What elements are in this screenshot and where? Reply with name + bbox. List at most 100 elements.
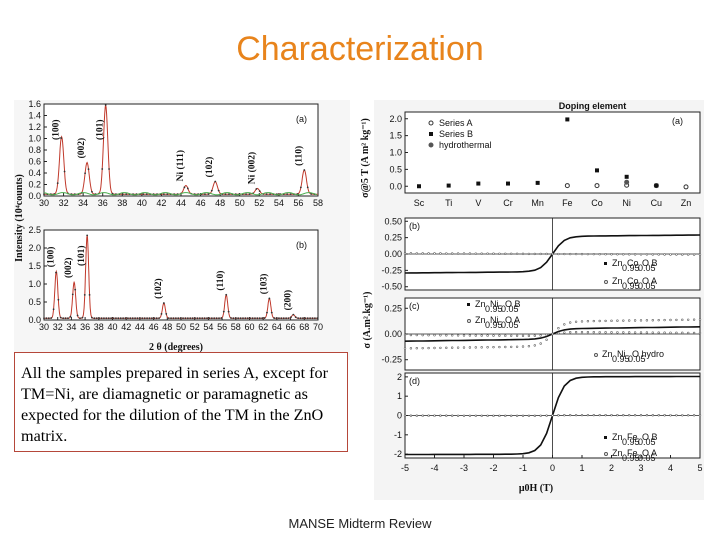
- xrd-point: [303, 169, 306, 171]
- xrd-point: [198, 317, 201, 320]
- chart-title: Doping element: [559, 101, 627, 111]
- x-tick-label: 62: [258, 322, 268, 332]
- xrd-point: [239, 317, 242, 320]
- hysteresis-point: [427, 414, 430, 417]
- xrd-point: [208, 317, 211, 320]
- hysteresis-point: [663, 253, 666, 256]
- xrd-point: [104, 104, 107, 106]
- hysteresis-point: [551, 414, 554, 417]
- xrd-point: [255, 188, 258, 190]
- xrd-point: [88, 293, 91, 296]
- xrd-point: [203, 317, 206, 320]
- legend-label: Zn: [612, 448, 623, 458]
- hysteresis-point: [663, 414, 666, 417]
- xrd-point: [265, 193, 268, 196]
- hysteresis-point: [645, 331, 649, 334]
- peak-label: Ni (111): [175, 150, 186, 181]
- x-tick-label: 50: [176, 322, 186, 332]
- hysteresis-point: [480, 334, 483, 337]
- hysteresis-point: [633, 331, 637, 334]
- hysteresis-point: [545, 333, 548, 337]
- hysteresis-point: [669, 331, 672, 334]
- hysteresis-point: [675, 414, 678, 417]
- panel-label: (d): [409, 376, 420, 386]
- y-tick-label: -0.25: [381, 355, 402, 365]
- legend-marker: [428, 142, 434, 148]
- category-label: Zn: [681, 198, 692, 208]
- hysteresis-point: [515, 252, 519, 256]
- hysteresis-point: [639, 253, 643, 256]
- x-tick-label: 52: [190, 322, 200, 332]
- xrd-point: [225, 293, 228, 296]
- panel-label: (b): [409, 221, 420, 231]
- xrd-point: [196, 317, 199, 320]
- hysteresis-point: [515, 334, 519, 338]
- peak-label: (103): [258, 274, 269, 295]
- hysteresis-point: [669, 253, 672, 256]
- xrd-point: [124, 317, 127, 320]
- xrd-point: [162, 193, 165, 196]
- xrd-point: [290, 316, 292, 319]
- y-tick-label: 0.25: [384, 303, 402, 313]
- peak-label: (102): [153, 278, 164, 299]
- hysteresis-point: [521, 414, 525, 418]
- hysteresis-point: [439, 414, 442, 417]
- xrd-point: [299, 317, 302, 320]
- y-tick-label: 1.5: [28, 261, 41, 271]
- x-tick-label: 30: [39, 198, 49, 208]
- hysteresis-point: [545, 414, 548, 417]
- legend-label: O A: [505, 315, 520, 325]
- legend-label: Ni: [490, 299, 499, 309]
- hysteresis-point: [598, 319, 601, 323]
- hysteresis-point: [468, 414, 472, 417]
- x-tick-label: 38: [117, 198, 127, 208]
- hysteresis-point: [445, 334, 448, 337]
- hysteresis-point: [622, 319, 625, 322]
- hysteresis-point: [651, 414, 654, 417]
- hysteresis-point: [692, 331, 696, 335]
- xrd-point: [153, 317, 156, 320]
- x-tick-label: 46: [149, 322, 159, 332]
- xrd-point: [107, 317, 110, 320]
- hysteresis-point: [451, 252, 454, 255]
- xrd-point: [304, 317, 307, 320]
- xrd-point: [306, 317, 309, 320]
- hysteresis-point: [439, 346, 442, 350]
- hysteresis-point: [651, 253, 654, 256]
- hysteresis-point: [492, 414, 495, 418]
- x-tick-label: 58: [313, 198, 323, 208]
- hysteresis-point: [557, 252, 560, 256]
- hysteresis-point: [462, 346, 466, 349]
- hysteresis-point: [403, 347, 407, 350]
- hysteresis-point: [592, 331, 595, 334]
- xrd-point: [127, 317, 129, 320]
- hysteresis-point: [574, 413, 578, 417]
- xrd-point: [189, 317, 192, 320]
- x-tick-label: 58: [231, 322, 241, 332]
- hysteresis-point: [692, 253, 696, 256]
- hysteresis-point: [456, 346, 460, 349]
- hysteresis-point: [557, 414, 560, 417]
- hysteresis-point: [468, 346, 472, 349]
- xrd-point: [95, 317, 98, 320]
- plot-frame: [404, 111, 701, 194]
- xrd-point: [207, 193, 210, 195]
- xrd-point: [45, 317, 48, 320]
- legend-subscript: 0.95: [622, 437, 640, 447]
- xrd-panel-a: 30 32 34 36 38 40 42 44 46 48 50 52 54 56 580.00.20.40…: [28, 99, 323, 208]
- legend-subscript: 0.95: [622, 453, 640, 463]
- hysteresis-point: [527, 345, 531, 348]
- xrd-point: [224, 193, 227, 196]
- y-tick-label: -1: [394, 430, 402, 440]
- hysteresis-point: [462, 334, 466, 337]
- xrd-point: [220, 317, 223, 319]
- xrd-point: [270, 311, 273, 314]
- hysteresis-point: [421, 414, 424, 417]
- peak-label: (002): [63, 257, 74, 278]
- x-tick-label: -2: [489, 463, 497, 473]
- x-tick-label: 52: [254, 198, 264, 208]
- xrd-point: [244, 317, 247, 320]
- xrd-point: [314, 317, 316, 320]
- xrd-point: [222, 310, 225, 313]
- hysteresis-point: [604, 253, 607, 256]
